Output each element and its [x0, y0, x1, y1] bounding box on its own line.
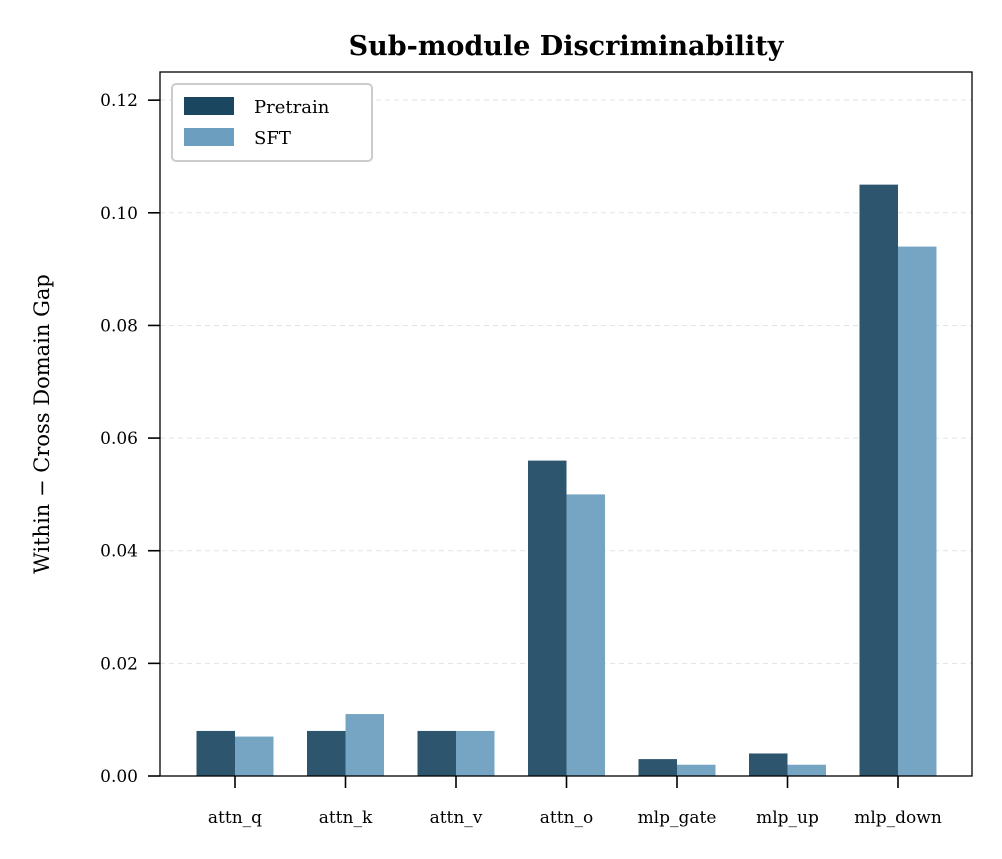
legend: Pretrain SFT — [171, 83, 373, 162]
chart-title: Sub-module Discriminability — [349, 31, 785, 62]
bar-sft-mlp-up — [787, 764, 826, 776]
bar-sft-attn-q — [235, 736, 274, 776]
y-tick-label: 0.02 — [100, 654, 138, 674]
y-tick-label: 0.00 — [100, 767, 138, 787]
legend-label-pretrain: Pretrain — [254, 97, 330, 118]
x-axis: attn_q attn_k attn_v attn_o mlp_gate mlp_up ml… — [208, 776, 942, 828]
x-tick-label: mlp_down — [854, 808, 942, 828]
y-tick-label: 0.06 — [100, 429, 138, 449]
bar-sft-mlp-down — [898, 246, 937, 777]
x-tick-label: attn_k — [319, 808, 373, 828]
legend-label-sft: SFT — [254, 128, 291, 149]
x-tick-label: attn_v — [430, 808, 483, 828]
y-axis: 0.00 0.02 0.04 0.06 0.08 0.10 0.12 — [100, 91, 160, 787]
legend-swatch-pretrain — [184, 97, 234, 115]
x-tick-label: attn_q — [208, 808, 262, 828]
bar-pretrain-mlp-gate — [638, 759, 677, 776]
bar-pretrain-mlp-down — [859, 184, 898, 776]
y-tick-label: 0.10 — [100, 204, 138, 224]
y-axis-label: Within − Cross Domain Gap — [30, 274, 54, 574]
bar-sft-mlp-gate — [677, 764, 716, 776]
bar-pretrain-attn-q — [196, 730, 235, 776]
x-tick-label: mlp_up — [756, 808, 819, 828]
legend-swatch-sft — [184, 128, 234, 146]
bar-pretrain-mlp-up — [749, 753, 788, 776]
y-tick-label: 0.04 — [100, 542, 138, 562]
bar-pretrain-attn-k — [307, 730, 346, 776]
legend-box — [171, 83, 373, 162]
y-tick-label: 0.12 — [100, 91, 138, 111]
x-tick-label: mlp_gate — [638, 808, 717, 828]
y-tick-label: 0.08 — [100, 316, 138, 336]
x-tick-label: attn_o — [540, 808, 593, 828]
bar-series-group — [196, 184, 937, 777]
bar-sft-attn-v — [456, 730, 495, 776]
bar-pretrain-attn-o — [528, 460, 567, 776]
bar-pretrain-attn-v — [417, 730, 456, 776]
bar-sft-attn-k — [345, 714, 384, 776]
bar-sft-attn-o — [566, 494, 605, 776]
